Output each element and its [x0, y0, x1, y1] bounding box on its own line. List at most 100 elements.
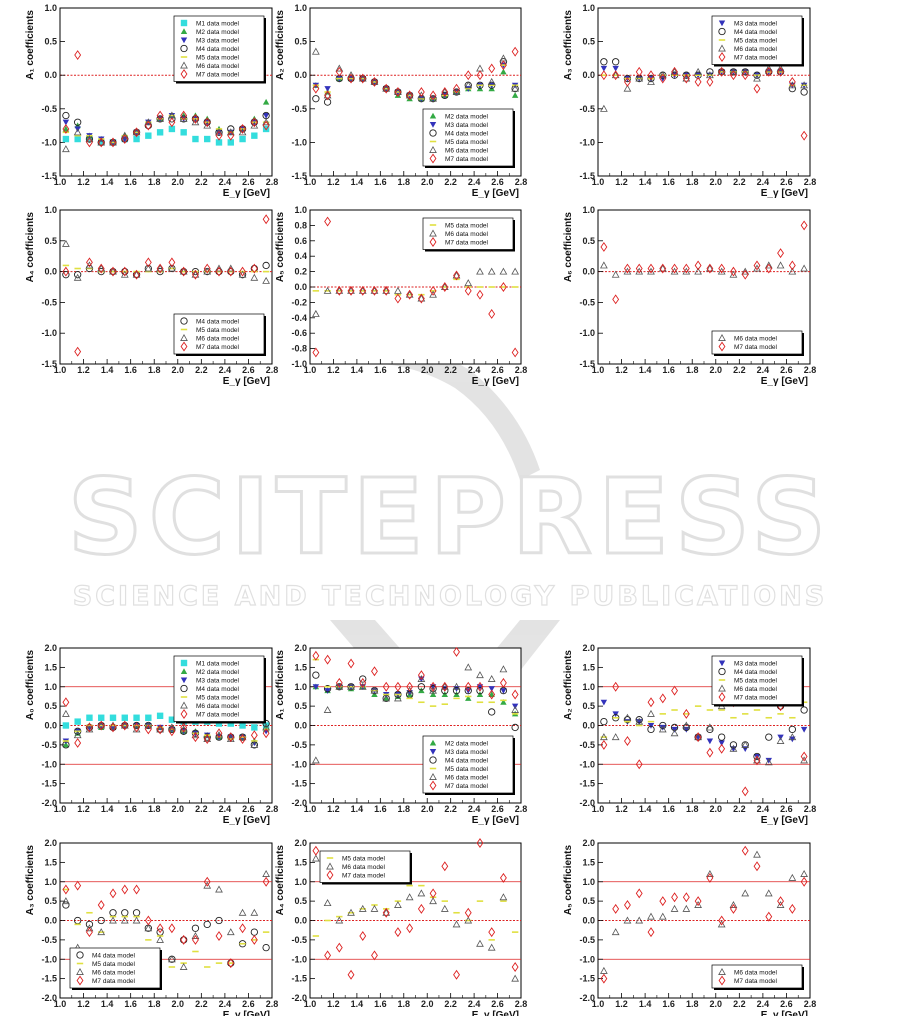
data-point: [600, 733, 608, 741]
data-point: [179, 962, 188, 970]
data-point: [121, 720, 129, 731]
x-tick-label: 1.4: [351, 177, 364, 187]
data-point: [706, 747, 714, 758]
data-point: [765, 733, 773, 741]
x-tick-label: 2.8: [515, 177, 528, 187]
x-tick-label: 2.4: [757, 177, 770, 187]
legend-box: [711, 655, 803, 705]
data-point: [682, 708, 690, 719]
data-point: [250, 934, 258, 945]
legend-entry: M7 data model: [342, 872, 386, 879]
data-point: [168, 726, 176, 737]
data-point: [623, 267, 632, 275]
x-tick-label: 1.2: [77, 999, 90, 1009]
y-tick-label: 0.0: [582, 70, 595, 80]
data-point: [109, 714, 117, 721]
data-point: [62, 111, 70, 120]
data-point: [729, 270, 738, 278]
data-point: [612, 681, 620, 692]
chart-panel-11: 1.0 1.2 1.4 1.6 1.8 2.0 2.2 2.4 2.6 2.8 -2.0 -1.5 -1…: [275, 838, 527, 1016]
chart-panel-4: 1.0 1.2 1.4 1.6 1.8 2.0 2.2 2.4 2.6 2.8 -1.5 -1.0 -0…: [25, 205, 278, 387]
data-point: [203, 267, 212, 275]
data-point: [227, 958, 235, 969]
data-point: [98, 714, 105, 721]
chart-panel-2: 1.0 1.2 1.4 1.6 1.8 2.0 2.2 2.4 2.6 2.8 -1.5 -1.0 -0…: [275, 3, 527, 199]
y-tick-label: 1.0: [44, 877, 57, 887]
y-tick-label: -1.0: [41, 954, 57, 964]
data-point: [203, 734, 211, 745]
data-point: [476, 267, 484, 275]
x-tick-label: 2.0: [421, 999, 434, 1009]
data-point: [203, 920, 211, 929]
data-point: [323, 899, 332, 907]
data-point: [85, 261, 94, 269]
legend: M6 data model M7 data model: [711, 964, 804, 990]
data-point: [144, 257, 152, 268]
data-point: [62, 271, 70, 279]
x-tick-label: 2.6: [242, 177, 255, 187]
y-tick-label: 0.5: [294, 701, 307, 711]
data-point: [133, 269, 140, 280]
data-point: [97, 900, 105, 910]
y-axis-label: A₄ coefficients: [275, 845, 286, 916]
data-point: [382, 907, 390, 918]
data-point: [121, 714, 128, 721]
data-point: [753, 756, 761, 764]
y-tick-label: -0.2: [291, 297, 307, 307]
data-point: [417, 903, 425, 914]
data-point: [370, 686, 379, 694]
data-point: [741, 269, 749, 280]
data-point: [694, 900, 702, 908]
data-point: [133, 884, 140, 895]
data-point: [741, 786, 749, 797]
y-tick-label: -0.5: [291, 104, 307, 114]
data-point: [262, 719, 270, 728]
data-point: [464, 663, 473, 671]
data-point: [227, 732, 235, 743]
legend-entry: M7 data model: [445, 239, 489, 246]
data-point: [429, 94, 437, 102]
data-point: [717, 920, 726, 928]
data-point: [706, 869, 714, 877]
data-point: [440, 87, 449, 95]
data-point: [488, 63, 496, 74]
data-point: [311, 756, 320, 764]
x-tick-label: 2.8: [515, 365, 528, 375]
data-point: [417, 683, 426, 691]
data-point: [226, 264, 235, 272]
y-tick-label: -1.5: [41, 974, 57, 984]
data-point: [476, 838, 484, 848]
x-tick-label: 1.8: [148, 365, 161, 375]
data-point: [73, 731, 82, 739]
data-point: [800, 869, 808, 877]
data-point: [730, 266, 737, 277]
legend-entry: M5 data model: [734, 37, 778, 44]
data-point: [98, 139, 105, 146]
data-point: [623, 916, 632, 924]
y-axis-label: A₁ coefficients: [25, 10, 36, 80]
y-axis-label: A₆ coefficients: [563, 212, 574, 283]
data-point: [238, 128, 247, 136]
data-point: [612, 65, 619, 72]
x-tick-label: 1.2: [615, 365, 628, 375]
data-point: [671, 263, 678, 274]
data-point: [120, 131, 129, 139]
legend-entry: M7 data model: [734, 978, 778, 985]
data-point: [671, 66, 678, 77]
data-point: [370, 904, 379, 912]
data-point: [371, 285, 378, 296]
data-point: [600, 261, 608, 269]
data-point: [262, 120, 270, 131]
data-point: [238, 270, 247, 278]
data-point: [62, 741, 70, 748]
legend-marker: [718, 27, 726, 36]
x-tick-label: 2.4: [757, 365, 770, 375]
legend-entry: M3 data model: [445, 749, 489, 756]
data-point: [753, 850, 761, 858]
data-point: [382, 695, 390, 701]
data-point: [156, 923, 164, 934]
data-point: [358, 74, 367, 82]
x-tick-label: 2.8: [804, 999, 817, 1009]
legend-marker: [429, 237, 437, 247]
